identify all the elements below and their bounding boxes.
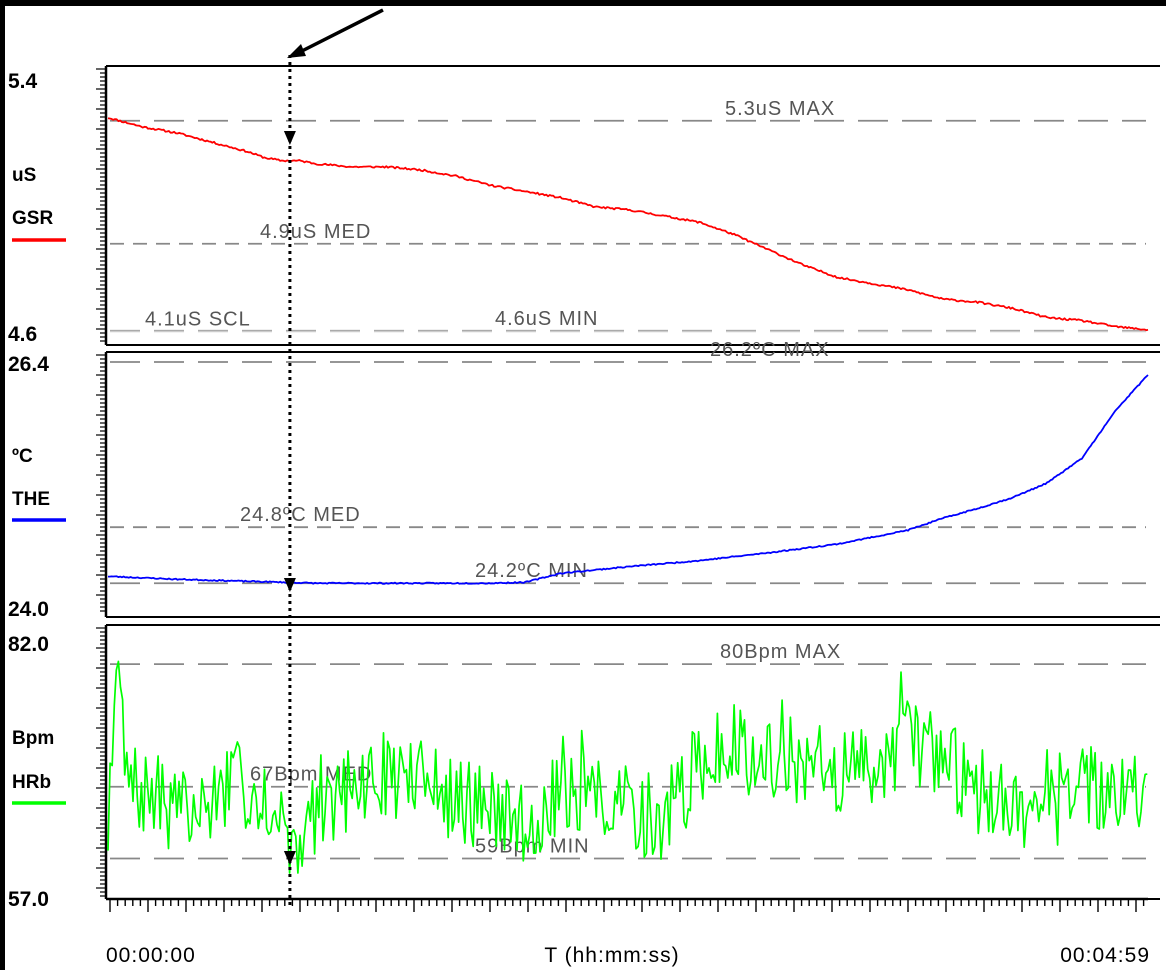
signal-trace-hrb xyxy=(107,660,1148,874)
y-max-label: 82.0 xyxy=(8,633,49,656)
top-banner xyxy=(0,0,1166,6)
event-marker-arrowhead xyxy=(283,851,296,865)
x-start-label: 00:00:00 xyxy=(106,944,196,967)
reference-label: 4.9uS MED xyxy=(260,221,371,243)
event-marker-arrowhead xyxy=(283,131,296,145)
reference-label: 26.2ºC MAX xyxy=(710,339,830,361)
y-min-label: 24.0 xyxy=(8,598,49,621)
panel-the: 26.4 24.0 ºC THE 26.2ºC MAX 24.8ºC MED 24.2ºC … xyxy=(8,339,1160,621)
channel-label: THE xyxy=(12,489,50,510)
signal-trace-gsr xyxy=(107,117,1149,332)
unit-label: Bpm xyxy=(12,728,54,749)
reference-label: 24.2ºC MIN xyxy=(475,560,588,582)
reference-label: 5.3uS MAX xyxy=(725,98,835,120)
channel-label: GSR xyxy=(12,208,53,229)
signal-trace-the xyxy=(108,374,1149,585)
y-axis-ticks xyxy=(96,68,106,342)
event-marker-arrowhead xyxy=(283,578,296,592)
event-marker xyxy=(283,55,296,905)
reference-label: 67Bpm MED xyxy=(250,764,372,786)
reference-label: 80Bpm MAX xyxy=(720,641,841,663)
unit-label: uS xyxy=(12,165,36,186)
y-min-label: 57.0 xyxy=(8,888,49,911)
y-max-label: 5.4 xyxy=(8,70,38,93)
reference-label: 24.8ºC MED xyxy=(240,504,361,526)
x-axis: 00:00:00 T (hh:mm:ss) 00:04:59 xyxy=(106,897,1150,967)
y-max-label: 26.4 xyxy=(8,353,49,376)
unit-label: ºC xyxy=(12,446,33,467)
channel-label: HRb xyxy=(12,772,51,793)
left-border xyxy=(0,0,5,970)
annotation-arrow xyxy=(287,8,384,58)
y-axis-ticks xyxy=(96,354,106,612)
panels: 5.4 4.6 uS GSR 5.3uS MAX 4.9uS MED 4.6uS MIN 4.… xyxy=(8,65,1160,911)
reference-label: 4.6uS MIN xyxy=(495,308,598,330)
x-axis-label: T (hh:mm:ss) xyxy=(544,944,679,967)
y-axis-ticks xyxy=(96,627,106,897)
x-axis-ticks xyxy=(109,899,1145,912)
x-end-label: 00:04:59 xyxy=(1060,944,1150,967)
panel-gsr: 5.4 4.6 uS GSR 5.3uS MAX 4.9uS MED 4.6uS MIN 4.… xyxy=(8,65,1160,346)
reference-label: 4.1uS SCL xyxy=(145,308,251,330)
y-min-label: 4.6 xyxy=(8,323,37,346)
